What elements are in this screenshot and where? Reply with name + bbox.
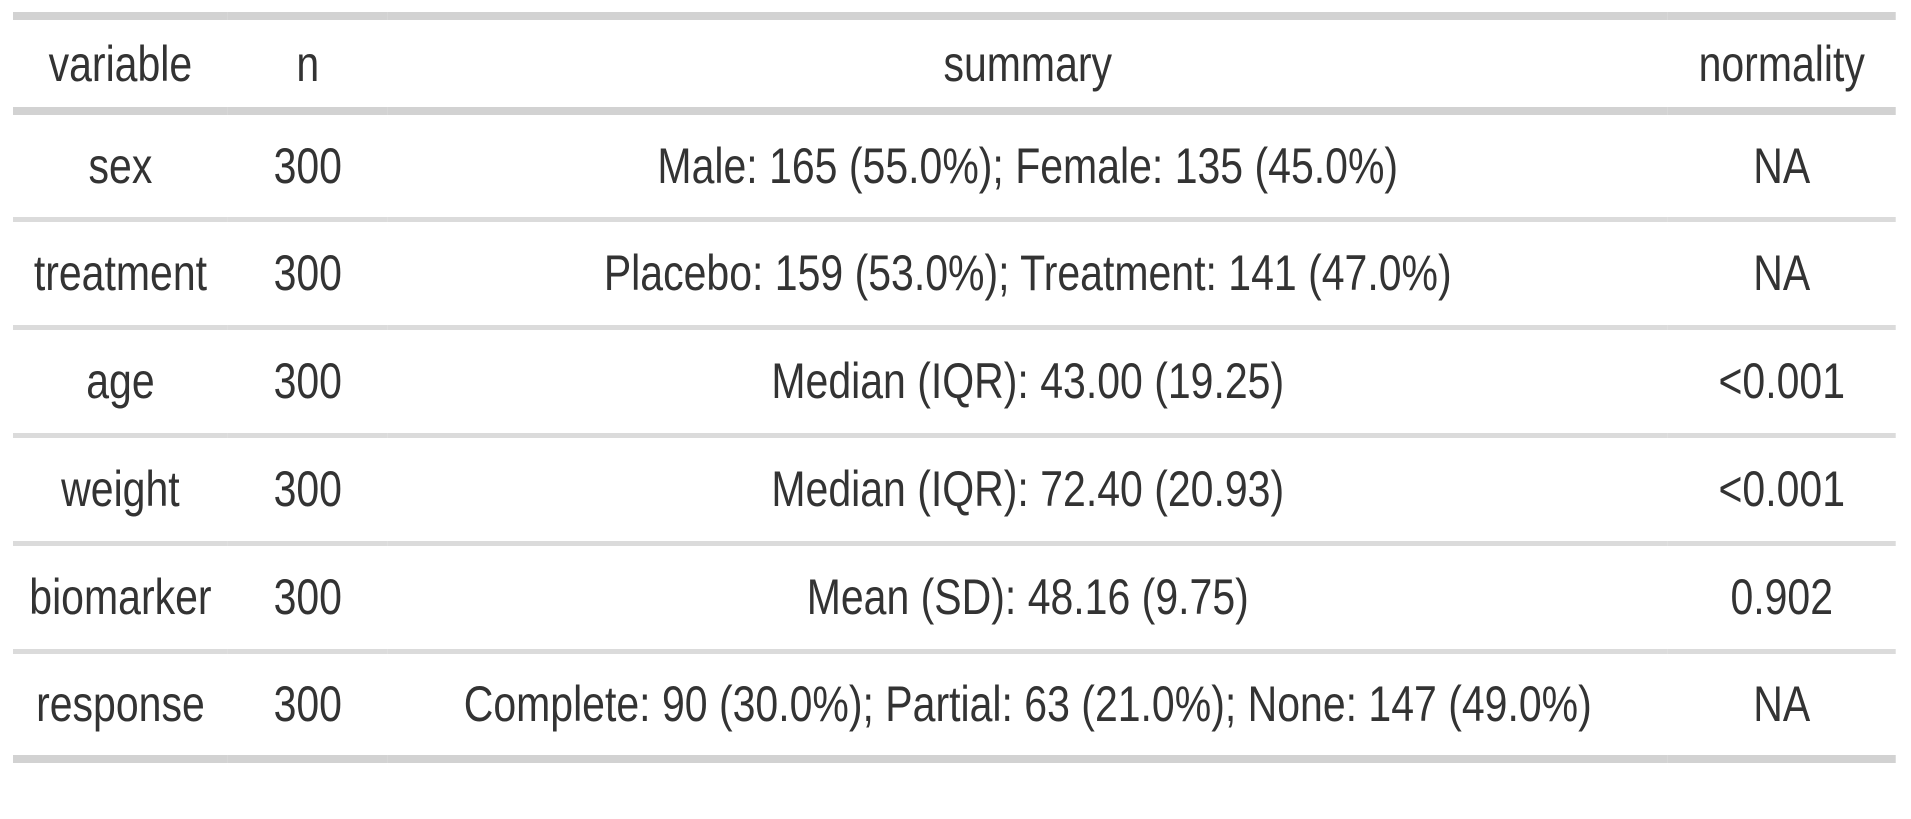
cell-variable: age (86, 353, 155, 409)
table-row-response: response 300 Complete: 90 (30.0%); Parti… (13, 651, 1896, 759)
column-header-summary: summary (943, 35, 1113, 92)
cell-n: 300 (273, 137, 342, 194)
table-row-age: age 300 Median (IQR): 43.00 (19.25) <0.0… (13, 327, 1896, 435)
table-row-treatment: treatment 300 Placebo: 159 (53.0%); Trea… (13, 219, 1896, 327)
cell-normality: NA (1753, 245, 1811, 301)
cell-variable: weight (61, 461, 180, 517)
cell-normality: NA (1753, 137, 1811, 194)
table-body: sex 300 Male: 165 (55.0%); Female: 135 (… (13, 111, 1896, 759)
cell-summary: Median (IQR): 43.00 (19.25) (771, 353, 1285, 409)
cell-summary: Placebo: 159 (53.0%); Treatment: 141 (47… (603, 245, 1452, 301)
cell-n: 300 (273, 569, 342, 625)
table-wrapper: variable n summary normality sex 300 Mal… (13, 12, 1896, 763)
cell-n: 300 (273, 245, 342, 301)
cell-n: 300 (273, 676, 342, 733)
column-header-normality: normality (1698, 35, 1865, 92)
cell-summary: Median (IQR): 72.40 (20.93) (771, 461, 1285, 517)
cell-summary: Mean (SD): 48.16 (9.75) (806, 569, 1249, 625)
cell-variable: response (36, 676, 205, 733)
table-row-sex: sex 300 Male: 165 (55.0%); Female: 135 (… (13, 111, 1896, 219)
table-row-biomarker: biomarker 300 Mean (SD): 48.16 (9.75) 0.… (13, 543, 1896, 651)
header-row: variable n summary normality (13, 16, 1896, 111)
cell-normality: NA (1753, 676, 1811, 733)
cell-n: 300 (273, 461, 342, 517)
cell-variable: treatment (33, 245, 208, 301)
cell-normality: <0.001 (1718, 461, 1846, 517)
table-row-weight: weight 300 Median (IQR): 72.40 (20.93) <… (13, 435, 1896, 543)
cell-variable: biomarker (29, 569, 212, 625)
cell-normality: <0.001 (1718, 353, 1846, 409)
column-header-variable: variable (48, 35, 193, 92)
cell-normality: 0.902 (1730, 569, 1834, 625)
table-header: variable n summary normality (13, 16, 1896, 111)
summary-statistics-table: variable n summary normality sex 300 Mal… (13, 12, 1896, 763)
cell-summary: Male: 165 (55.0%); Female: 135 (45.0%) (657, 137, 1399, 194)
cell-n: 300 (273, 353, 342, 409)
column-header-n: n (296, 35, 320, 92)
cell-variable: sex (88, 137, 153, 194)
cell-summary: Complete: 90 (30.0%); Partial: 63 (21.0%… (463, 676, 1592, 733)
